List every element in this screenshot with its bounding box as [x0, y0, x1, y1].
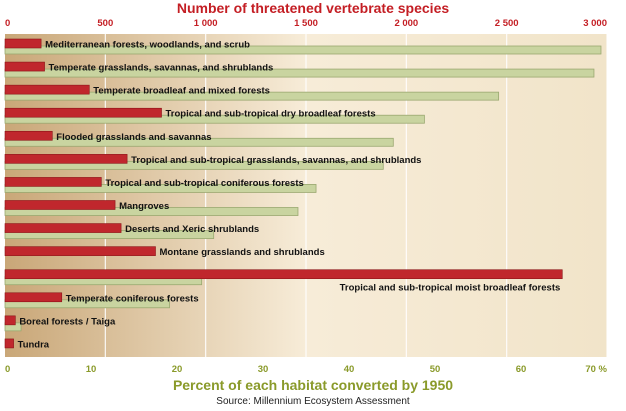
category-label: Temperate broadleaf and mixed forests [93, 86, 270, 97]
category-label: Boreal forests / Taiga [19, 316, 116, 327]
percent-bar [4, 246, 156, 256]
category-label: Tropical and sub-tropical coniferous for… [105, 178, 303, 189]
source-note: Source: Millennium Ecosystem Assessment [216, 396, 410, 407]
category-label: Tropical and sub-tropical grasslands, sa… [131, 155, 421, 166]
percent-bar [4, 292, 63, 303]
bottom-tick-label: 0 [5, 364, 10, 375]
percent-bar [4, 338, 14, 349]
species-bar [4, 68, 595, 78]
bottom-axis-title: Percent of each habitat converted by 195… [172, 377, 454, 393]
bottom-tick-label: 10 [86, 364, 97, 375]
percent-bar [4, 200, 116, 210]
species-bar [4, 160, 384, 170]
top-tick-label: 500 [97, 18, 113, 29]
percent-bar [4, 154, 128, 164]
bottom-tick-label: 20 [172, 364, 183, 375]
category-label: Mediterranean forests, woodlands, and sc… [45, 40, 250, 51]
percent-bar [4, 315, 16, 326]
percent-bar [4, 38, 42, 49]
top-tick-label: 2 500 [495, 18, 519, 29]
percent-bar [4, 84, 90, 95]
percent-bar [4, 177, 102, 187]
species-bar [4, 114, 425, 124]
species-bar [4, 299, 170, 309]
percent-bar [4, 61, 45, 72]
category-label: Deserts and Xeric shrublands [125, 224, 259, 235]
bottom-tick-label: 70 % [585, 364, 607, 375]
category-label: Temperate coniferous forests [66, 293, 199, 304]
bottom-tick-label: 50 [430, 364, 441, 375]
category-label: Montane grasslands and shrublands [160, 247, 325, 258]
species-bar [4, 45, 602, 55]
category-label: Mangroves [119, 201, 169, 212]
species-bar [4, 91, 500, 101]
bottom-tick-label: 30 [258, 364, 269, 375]
top-tick-label: 1 500 [294, 18, 318, 29]
top-axis-title: Number of threatened vertebrate species [176, 0, 450, 16]
category-label: Tropical and sub-tropical dry broadleaf … [166, 109, 376, 120]
top-tick-label: 3 000 [583, 18, 607, 29]
species-bar [4, 207, 299, 216]
top-tick-label: 0 [5, 18, 10, 29]
category-label: Temperate grasslands, savannas, and shru… [49, 63, 274, 74]
category-label: Tropical and sub-tropical moist broadlea… [340, 283, 561, 294]
category-label: Tundra [18, 339, 50, 350]
species-bar [4, 137, 394, 147]
top-tick-label: 1 000 [194, 18, 218, 29]
percent-bar [4, 269, 563, 280]
species-bar [4, 184, 317, 193]
category-label: Flooded grasslands and savannas [56, 132, 211, 143]
percent-bar [4, 130, 53, 141]
percent-bar [4, 107, 162, 118]
bottom-tick-label: 40 [344, 364, 355, 375]
top-tick-label: 2 000 [394, 18, 418, 29]
percent-bar [4, 223, 122, 233]
bottom-tick-label: 60 [516, 364, 527, 375]
